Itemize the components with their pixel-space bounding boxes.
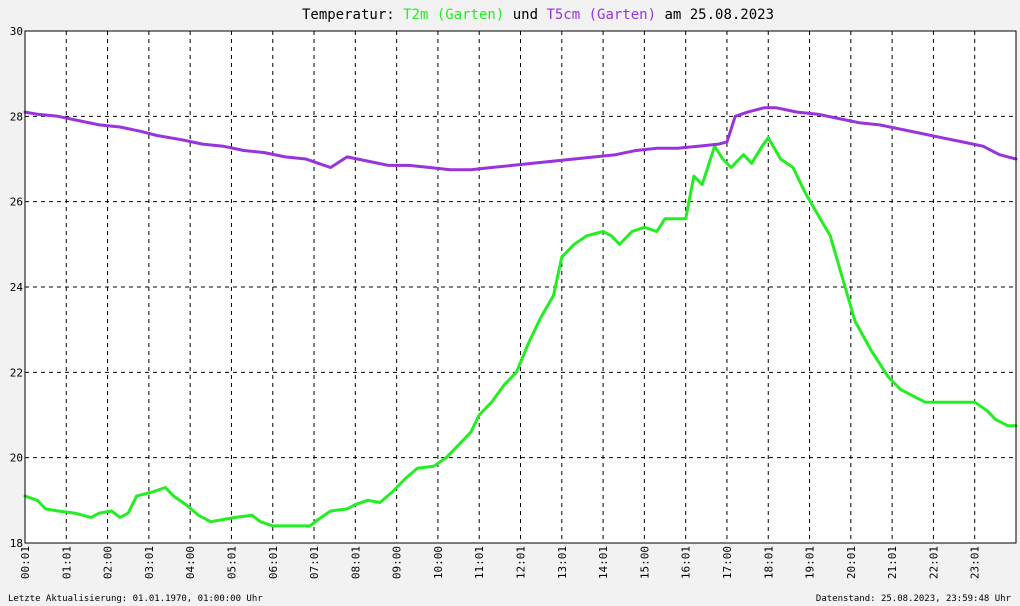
- y-tick-label: 22: [10, 366, 23, 379]
- grid-lines: [25, 31, 1016, 543]
- y-tick-label: 20: [10, 452, 23, 465]
- title-prefix: Temperatur:: [302, 7, 403, 23]
- x-tick-label: 21:01: [886, 546, 899, 579]
- x-tick-label: 20:01: [845, 546, 858, 579]
- title-series-t5cm: T5cm (Garten): [546, 7, 656, 23]
- y-tick-label: 18: [10, 537, 23, 550]
- chart-title: Temperatur: T2m (Garten) und T5cm (Garte…: [302, 7, 774, 23]
- x-tick-label: 05:01: [225, 546, 238, 579]
- x-tick-label: 09:00: [391, 546, 404, 579]
- x-tick-label: 11:01: [473, 546, 486, 579]
- x-tick-label: 10:00: [432, 546, 445, 579]
- x-tick-label: 00:01: [19, 546, 32, 579]
- y-tick-label: 28: [10, 110, 23, 123]
- footer-last-update: Letzte Aktualisierung: 01.01.1970, 01:00…: [8, 594, 263, 604]
- x-tick-label: 14:01: [597, 546, 610, 579]
- x-tick-label: 15:00: [638, 546, 651, 579]
- series-line-t5cm: [23, 106, 1018, 172]
- y-tick-label: 30: [10, 25, 23, 38]
- series-layer: [23, 106, 1018, 528]
- x-tick-label: 19:01: [804, 546, 817, 579]
- x-axis-ticks: 00:01 01:01 02:00 03:01 04:00 05:01 06:01 07:01…: [19, 546, 982, 579]
- x-tick-label: 04:00: [184, 546, 197, 579]
- plot-frame: [24, 30, 1017, 544]
- x-tick-label: 07:01: [308, 546, 321, 579]
- y-axis-ticks: 18 20 22 24 26 28 30: [10, 25, 24, 550]
- title-mid: und: [504, 7, 546, 23]
- series-line-t2m: [23, 136, 1018, 528]
- x-tick-label: 13:01: [556, 546, 569, 579]
- footer-data-status: Datenstand: 25.08.2023, 23:59:48 Uhr: [816, 594, 1012, 604]
- x-tick-label: 16:01: [680, 546, 693, 579]
- x-tick-label: 22:01: [927, 546, 940, 579]
- x-tick-label: 08:01: [349, 546, 362, 579]
- title-suffix: am 25.08.2023: [656, 7, 774, 23]
- x-tick-label: 06:01: [267, 546, 280, 579]
- x-tick-label: 23:01: [969, 546, 982, 579]
- x-tick-label: 17:00: [721, 546, 734, 579]
- x-tick-label: 03:01: [143, 546, 156, 579]
- title-series-t2m: T2m (Garten): [403, 7, 504, 23]
- x-tick-label: 01:01: [60, 546, 73, 579]
- x-tick-label: 02:00: [102, 546, 115, 579]
- x-tick-label: 18:01: [762, 546, 775, 579]
- y-tick-label: 24: [10, 281, 24, 294]
- y-tick-label: 26: [10, 196, 23, 209]
- x-tick-label: 12:01: [515, 546, 528, 579]
